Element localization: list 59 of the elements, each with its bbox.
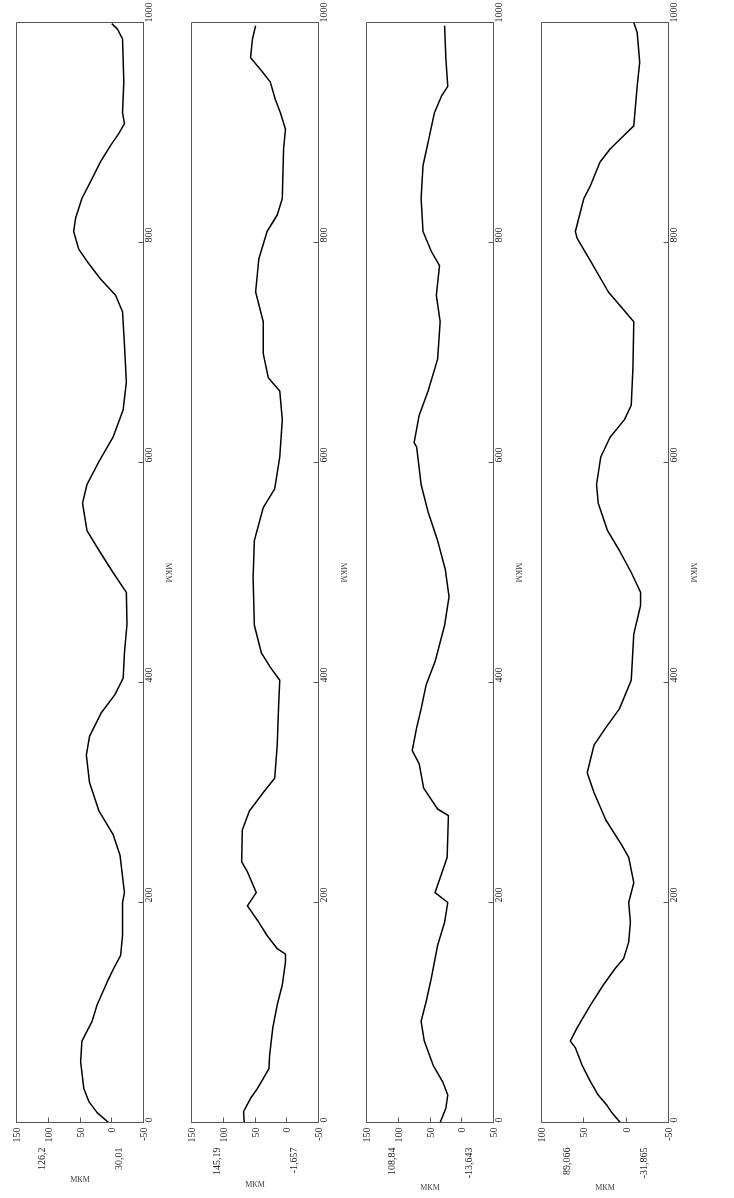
y-tick-label: 1000: [318, 2, 329, 23]
x-axis-title: МКМ: [70, 1175, 90, 1184]
y-tick-label: 1000: [668, 2, 679, 23]
x-tick-label: 150: [186, 1127, 197, 1143]
x-axis-title: МКМ: [595, 1183, 615, 1193]
y-tick-label: 400: [493, 667, 504, 683]
x-tick-label: 0: [281, 1127, 293, 1133]
text: -1,657: [287, 1147, 299, 1174]
x-tick-label: 150: [361, 1127, 372, 1143]
x-axis-title: МКМ: [420, 1183, 440, 1193]
x-tick-label: 100: [392, 1127, 404, 1143]
x-tick-label: 50: [424, 1127, 436, 1138]
y-tick-label: 1000: [493, 2, 504, 23]
x-tick-label: 100: [536, 1127, 547, 1143]
y-tick-label: 0: [493, 1117, 504, 1123]
x-tick-label: 50: [74, 1127, 86, 1138]
y-axis-title: МКМ: [688, 562, 698, 583]
x-tick-label: -50: [313, 1127, 324, 1141]
y-tick-label: 200: [493, 887, 504, 903]
x-tick-label: 50: [249, 1127, 261, 1138]
y-tick-label: 800: [493, 227, 504, 243]
y-tick-label: 400: [318, 667, 329, 683]
y-tick-label: 600: [318, 447, 329, 463]
y-tick-label: 600: [143, 447, 154, 463]
text: 89,066: [561, 1147, 573, 1175]
text: -13,643: [462, 1147, 474, 1179]
x-tick-label: 0: [106, 1127, 118, 1133]
y-tick-label: 200: [318, 887, 329, 903]
text: 30,01: [112, 1147, 124, 1170]
y-axis-title: МКМ: [513, 562, 523, 583]
x-tick-label: 100: [42, 1127, 54, 1143]
x-tick-label: 150: [11, 1127, 22, 1143]
y-axis-title: МКМ: [338, 562, 348, 583]
y-tick-label: 0: [668, 1117, 679, 1123]
x-tick-label: 50: [578, 1127, 590, 1138]
text: 145,19: [211, 1147, 223, 1175]
y-tick-label: 600: [668, 447, 679, 463]
y-tick-label: 0: [318, 1117, 329, 1123]
text: 108,84: [386, 1147, 398, 1175]
y-tick-label: 800: [143, 227, 154, 243]
text: 126,2: [36, 1147, 48, 1170]
y-tick-label: 400: [143, 667, 154, 683]
x-tick-label: -50: [138, 1127, 149, 1141]
x-tick-label: 100: [217, 1127, 229, 1143]
y-tick-label: 800: [318, 227, 329, 243]
text: -31,865: [637, 1147, 649, 1179]
x-tick-label: 50: [488, 1127, 499, 1138]
y-tick-label: 1000: [143, 2, 154, 23]
y-tick-label: 600: [493, 447, 504, 463]
y-tick-label: 200: [143, 887, 154, 903]
y-axis-title: МКМ: [163, 562, 173, 583]
y-tick-label: 800: [668, 227, 679, 243]
y-tick-label: 400: [668, 667, 679, 683]
y-tick-label: 200: [668, 887, 679, 903]
x-tick-label: -50: [663, 1127, 674, 1141]
x-tick-label: 0: [456, 1127, 468, 1133]
x-tick-label: 0: [620, 1127, 632, 1133]
x-axis-title: МКМ: [245, 1180, 265, 1189]
y-tick-label: 0: [143, 1117, 154, 1123]
